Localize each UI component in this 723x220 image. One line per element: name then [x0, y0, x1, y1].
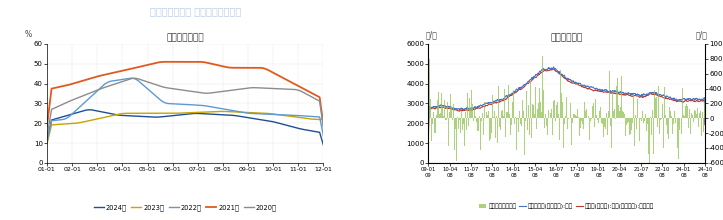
- Title: 沥青库存存货比: 沥青库存存货比: [166, 33, 204, 42]
- Legend: 山东基差（右轴）, 期货收盘价(活跃合约):沥青, 市场价(主流价):沥青(重交沥青):山东地区: 山东基差（右轴）, 期货收盘价(活跃合约):沥青, 市场价(主流价):沥青(重交…: [477, 201, 656, 212]
- Text: %: %: [25, 30, 32, 39]
- Text: 沥青基本面改善 价格短期震荡运行: 沥青基本面改善 价格短期震荡运行: [150, 7, 241, 16]
- Text: 元/吨: 元/吨: [426, 30, 437, 39]
- Title: 山东地区基差: 山东地区基差: [551, 33, 583, 42]
- Legend: 2024年, 2023年, 2022年, 2021年, 2020年: 2024年, 2023年, 2022年, 2021年, 2020年: [91, 202, 280, 214]
- Text: 元/吨: 元/吨: [696, 30, 708, 39]
